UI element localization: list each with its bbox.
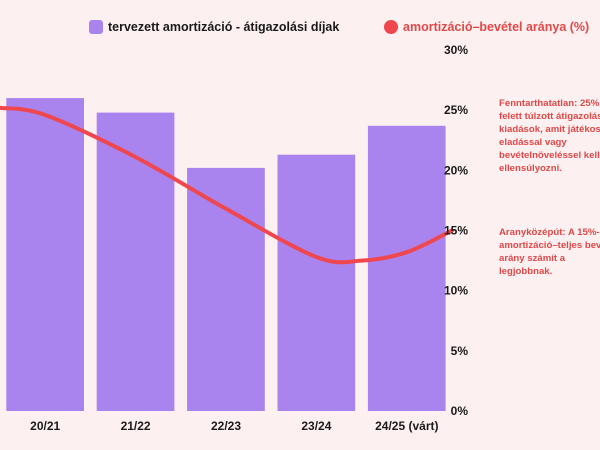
bar — [367, 125, 446, 412]
x-category-label: 24/25 (várt) — [375, 419, 438, 433]
bars — [6, 98, 446, 412]
bar — [187, 167, 265, 411]
ratio-line-layer — [0, 105, 454, 265]
bar — [96, 112, 175, 411]
y-axis: 0% 5% 10% 15% 20% 25% 30% — [444, 43, 468, 418]
y-tick-label: 20% — [444, 163, 468, 177]
y-tick-label: 25% — [444, 103, 468, 117]
x-category-label: 22/23 — [211, 419, 241, 433]
legend-swatch-bars — [89, 20, 103, 34]
x-category-label: 23/24 — [301, 419, 331, 433]
bar — [277, 154, 356, 411]
y-tick-label: 0% — [451, 404, 469, 418]
y-tick-label: 30% — [444, 43, 468, 57]
y-tick-label: 15% — [444, 224, 468, 238]
legend-swatch-line — [384, 20, 398, 34]
x-axis: 20/21 21/22 22/23 23/24 24/25 (várt) — [30, 419, 438, 433]
x-category-label: 21/22 — [121, 419, 151, 433]
annotation-golden-mean: Aranyközépút: A 15%-os amortizáció–telje… — [499, 227, 600, 277]
ratio-line — [0, 105, 454, 265]
annotation-unsustainable: Fenntarthatatlan: 25% felett túlzott áti… — [499, 98, 600, 174]
y-tick-label: 10% — [444, 284, 468, 298]
legend-label-bars: tervezett amortizáció - átigazolási díja… — [108, 20, 339, 34]
x-category-label: 20/21 — [30, 419, 60, 433]
bar — [6, 98, 84, 411]
y-tick-label: 5% — [451, 344, 469, 358]
legend-label-line: amortizáció–bevétel aránya (%) — [403, 20, 589, 34]
legend: tervezett amortizáció - átigazolási díja… — [89, 20, 589, 34]
